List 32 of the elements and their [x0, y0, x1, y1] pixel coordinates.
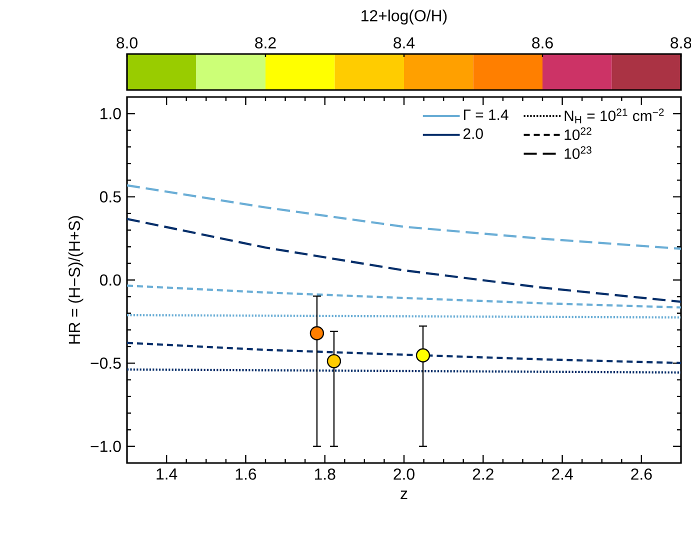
color-bar-label: 8.4	[394, 37, 415, 48]
y-tick-label: 0.0	[100, 274, 121, 286]
point	[326, 354, 342, 368]
x-axis-title: z	[400, 490, 408, 500]
y-tick-label: 1.0	[100, 108, 121, 120]
annotation: N$_{H}$ = 10$^{21}$ cm$^{−2}$	[564, 108, 664, 124]
x-tick-label: 1.6	[236, 468, 256, 480]
point	[310, 326, 324, 340]
annotation: 10$^{23}$	[564, 146, 592, 159]
y-tick-label: 0.5	[100, 191, 121, 202]
color-bar-label: 8.6	[532, 37, 553, 48]
y-axis-title: HR = (H−S)/(H+S)	[68, 216, 84, 344]
x-tick-label: 2.4	[552, 468, 573, 480]
line-series	[127, 184, 682, 250]
x-tick-label: 2.6	[631, 468, 652, 480]
y-tick-label: −0.5	[90, 358, 121, 369]
color-bar-label: 8.8	[670, 37, 691, 48]
x-tick-label: 1.8	[315, 468, 336, 480]
annotation: 10$^{22}$	[564, 127, 592, 140]
x-tick-label: 2.0	[394, 468, 414, 480]
color-bar-label: 8.2	[255, 37, 276, 48]
color-bar-label: 8.0	[116, 37, 138, 48]
line-series	[127, 342, 682, 364]
color-bar-title: 12+log(O/H)	[362, 10, 447, 25]
annotation: Γ = 1.4	[464, 110, 508, 120]
x-tick-label: 1.4	[156, 468, 178, 480]
line-series	[127, 284, 682, 309]
annotation: 2.0	[463, 128, 483, 140]
line-series	[127, 218, 682, 303]
y-tick-label: −1.0	[90, 440, 121, 452]
x-tick-label: 2.2	[472, 468, 494, 480]
point	[416, 348, 430, 362]
